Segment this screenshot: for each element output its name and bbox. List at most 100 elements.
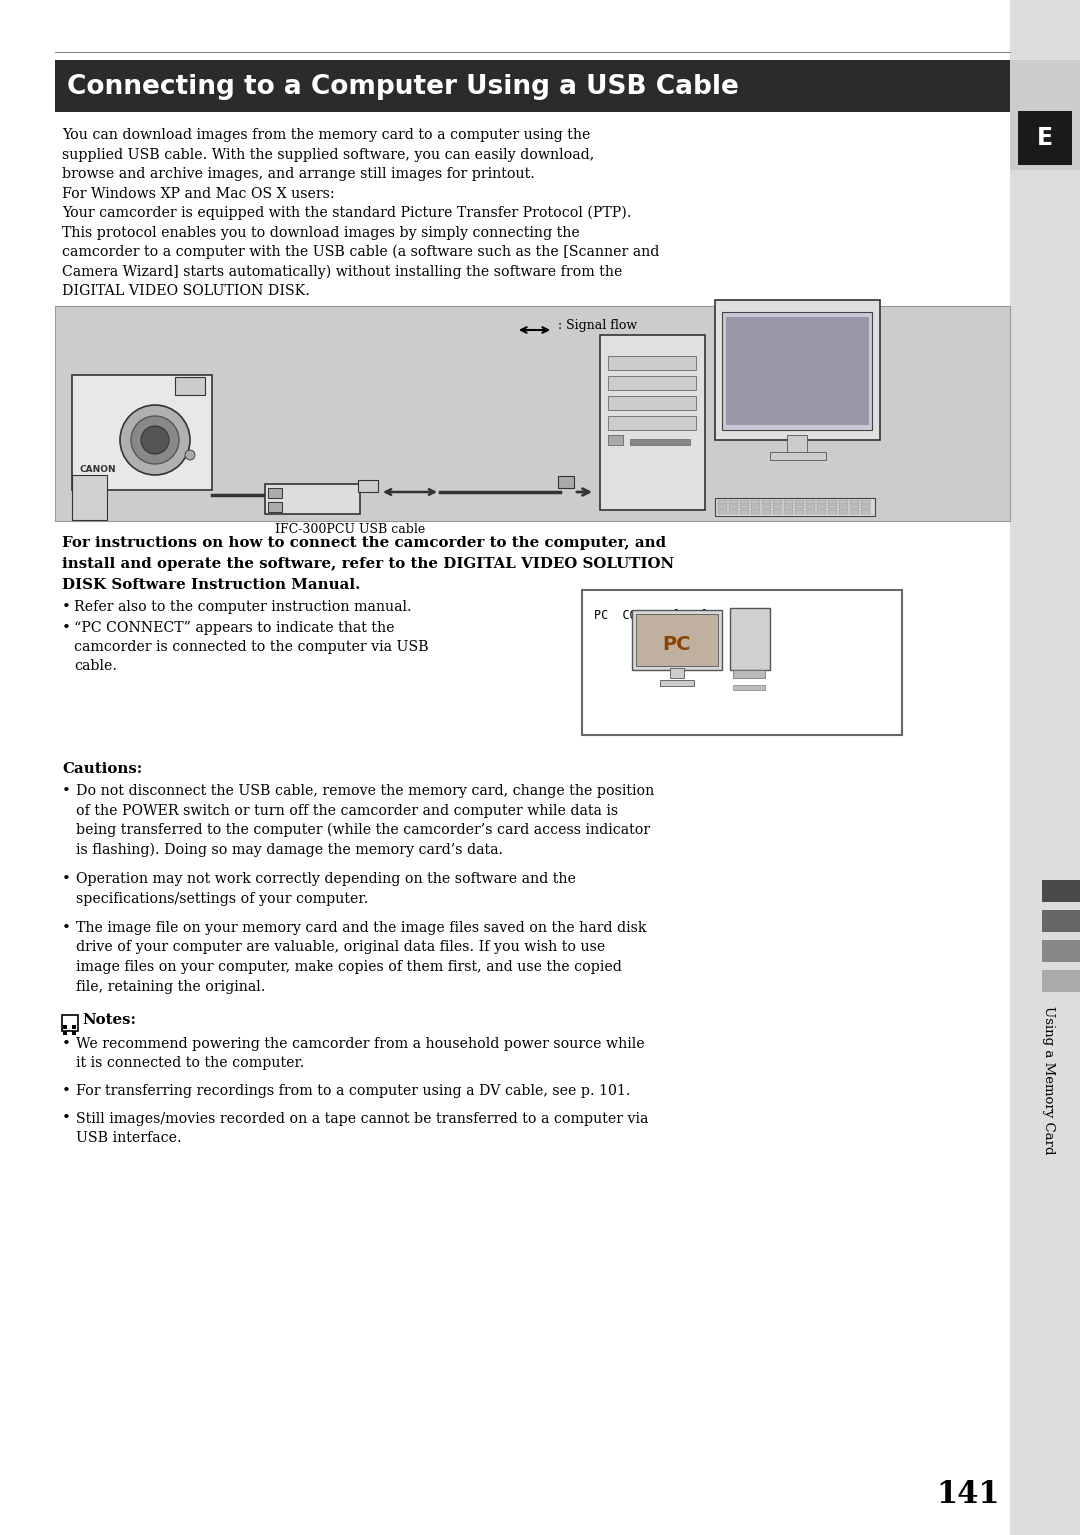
Bar (72, 1032, 76, 1035)
Bar (828, 510, 837, 514)
Text: DISK Software Instruction Manual.: DISK Software Instruction Manual. (62, 579, 361, 593)
Text: being transferred to the computer (while the camcorder’s card access indicator: being transferred to the computer (while… (76, 823, 650, 838)
Text: PC  CONNECT[USB]: PC CONNECT[USB] (594, 608, 708, 622)
Bar (762, 500, 771, 503)
Text: install and operate the software, refer to the DIGITAL VIDEO SOLUTION: install and operate the software, refer … (62, 557, 674, 571)
Bar (816, 505, 826, 510)
Bar (715, 299, 880, 441)
Bar (608, 416, 696, 430)
Bar (55, 60, 1010, 112)
Bar (670, 668, 684, 678)
Text: DIGITAL VIDEO SOLUTION DISK.: DIGITAL VIDEO SOLUTION DISK. (62, 284, 310, 298)
Bar (729, 500, 738, 503)
Bar (861, 500, 870, 503)
Bar (718, 500, 727, 503)
Bar (828, 505, 837, 510)
Bar (718, 510, 727, 514)
Bar (733, 685, 765, 691)
Text: PC: PC (663, 635, 691, 654)
Bar (582, 589, 902, 735)
Text: For Windows XP and Mac OS X users:: For Windows XP and Mac OS X users: (62, 186, 335, 201)
Text: Notes:: Notes: (82, 1013, 136, 1027)
Text: Still images/movies recorded on a tape cannot be transferred to a computer via: Still images/movies recorded on a tape c… (76, 1111, 648, 1125)
Text: •: • (62, 784, 71, 798)
Bar (795, 505, 804, 510)
Bar (608, 434, 623, 445)
Text: We recommend powering the camcorder from a household power source while: We recommend powering the camcorder from… (76, 1038, 645, 1051)
Bar (715, 497, 875, 516)
Bar (600, 335, 705, 510)
Bar (795, 500, 804, 503)
Text: drive of your computer are valuable, original data files. If you wish to use: drive of your computer are valuable, ori… (76, 941, 605, 955)
Bar (861, 510, 870, 514)
Text: •: • (62, 1038, 71, 1051)
Bar (1010, 0, 1080, 1535)
Bar (608, 396, 696, 410)
Bar (770, 451, 826, 460)
Text: is flashing). Doing so may damage the memory card’s data.: is flashing). Doing so may damage the me… (76, 843, 503, 857)
Bar (740, 510, 750, 514)
Bar (762, 510, 771, 514)
Bar (839, 510, 848, 514)
Text: CANON: CANON (80, 465, 117, 474)
Bar (828, 500, 837, 503)
Bar (806, 505, 815, 510)
Text: IFC-300PCU USB cable: IFC-300PCU USB cable (275, 523, 426, 536)
Text: file, retaining the original.: file, retaining the original. (76, 979, 266, 993)
Bar (72, 474, 107, 520)
Text: For transferring recordings from to a computer using a DV cable, see p. 101.: For transferring recordings from to a co… (76, 1084, 631, 1098)
Text: Do not disconnect the USB cable, remove the memory card, change the position: Do not disconnect the USB cable, remove … (76, 784, 654, 798)
Bar (816, 500, 826, 503)
Text: image files on your computer, make copies of them first, and use the copied: image files on your computer, make copie… (76, 959, 622, 975)
Text: •: • (62, 600, 71, 614)
Text: specifications/settings of your computer.: specifications/settings of your computer… (76, 892, 368, 906)
Bar (357, 480, 378, 493)
Bar (795, 510, 804, 514)
Bar (1042, 970, 1080, 992)
Text: E: E (1037, 126, 1053, 150)
Text: Your camcorder is equipped with the standard Picture Transfer Protocol (PTP).: Your camcorder is equipped with the stan… (62, 206, 632, 221)
Bar (1042, 939, 1080, 962)
Text: : Signal flow: : Signal flow (558, 318, 637, 332)
Bar (784, 510, 793, 514)
Bar (55, 305, 1010, 520)
Bar (861, 505, 870, 510)
Bar (558, 476, 573, 488)
Bar (72, 1025, 76, 1028)
Bar (660, 680, 694, 686)
Bar (265, 484, 360, 514)
Bar (740, 500, 750, 503)
Bar (839, 505, 848, 510)
Text: Cautions:: Cautions: (62, 761, 143, 777)
Bar (636, 614, 718, 666)
Text: Connecting to a Computer Using a USB Cable: Connecting to a Computer Using a USB Cab… (67, 74, 739, 100)
Text: •: • (62, 1111, 71, 1125)
Text: Camera Wizard] starts automatically) without installing the software from the: Camera Wizard] starts automatically) wit… (62, 264, 622, 279)
Text: •: • (62, 872, 71, 886)
Bar (723, 312, 872, 430)
Text: •: • (62, 1084, 71, 1098)
Bar (762, 505, 771, 510)
Bar (773, 500, 782, 503)
Text: Operation may not work correctly depending on the software and the: Operation may not work correctly dependi… (76, 872, 576, 886)
Bar (850, 500, 859, 503)
Bar (729, 505, 738, 510)
Bar (630, 439, 690, 445)
Bar (72, 375, 212, 490)
Bar (839, 500, 848, 503)
Bar (1010, 60, 1080, 170)
Text: “PC CONNECT” appears to indicate that the: “PC CONNECT” appears to indicate that th… (75, 622, 394, 635)
Text: it is connected to the computer.: it is connected to the computer. (76, 1056, 305, 1070)
Text: This protocol enables you to download images by simply connecting the: This protocol enables you to download im… (62, 226, 580, 239)
Bar (729, 510, 738, 514)
Bar (730, 608, 770, 669)
Text: •: • (62, 921, 71, 935)
Text: supplied USB cable. With the supplied software, you can easily download,: supplied USB cable. With the supplied so… (62, 147, 594, 161)
Bar (1042, 910, 1080, 932)
Text: Refer also to the computer instruction manual.: Refer also to the computer instruction m… (75, 600, 411, 614)
Bar (806, 510, 815, 514)
Text: 141: 141 (936, 1480, 1000, 1510)
Bar (268, 502, 282, 513)
Bar (726, 318, 869, 425)
Bar (733, 669, 765, 678)
